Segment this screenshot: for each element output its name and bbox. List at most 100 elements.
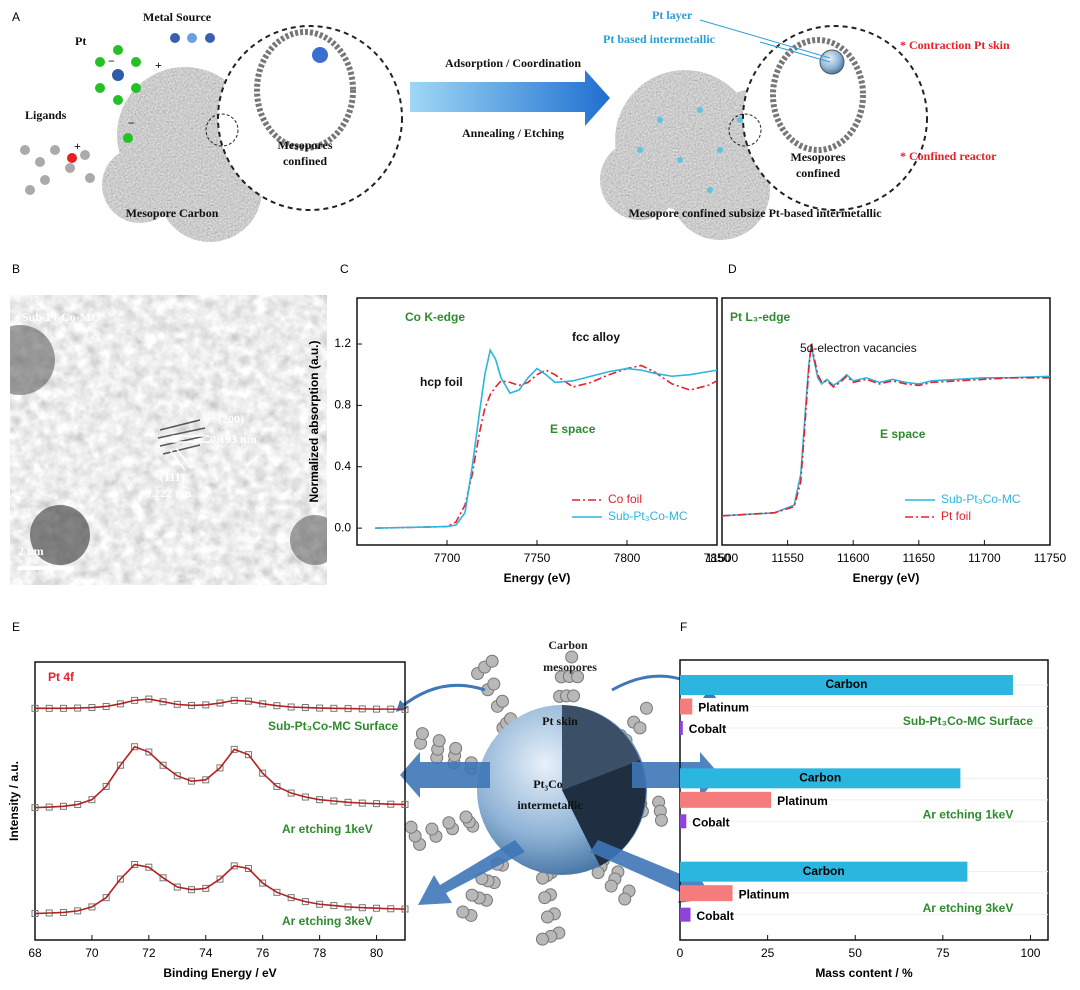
carbon-atom — [404, 820, 418, 834]
data-point — [287, 894, 295, 902]
label: Pt based intermetallic — [603, 32, 716, 46]
label: confined — [796, 166, 840, 180]
label: Pt₃Co — [533, 777, 563, 791]
x-tick-label: 11500 — [706, 551, 739, 565]
carbon-atom — [495, 694, 509, 708]
x-tick-label: 11700 — [968, 551, 1001, 565]
label: intermetallic — [517, 798, 583, 812]
carbon-atom — [639, 701, 653, 715]
carbon-atom — [459, 810, 473, 824]
label: * Contraction Pt skin — [900, 38, 1010, 52]
legend-label: Sub-Pt₃Co-MC — [941, 492, 1021, 506]
y-tick-label: 0.0 — [334, 520, 351, 534]
x-tick-label: 11600 — [837, 551, 870, 565]
carbon-atom — [567, 689, 581, 703]
y-tick-label: 0.4 — [334, 459, 351, 473]
bar-label: Carbon — [803, 864, 845, 878]
carbon-atom — [565, 650, 579, 664]
data-point — [259, 769, 267, 777]
carbon-atom — [571, 670, 585, 684]
group-label: Sub-Pt₃Co-MC Surface — [903, 714, 1034, 728]
charge: + — [155, 58, 162, 72]
series-line — [34, 745, 406, 809]
series-line — [374, 364, 718, 529]
carbon-atom — [449, 741, 463, 755]
bar-label: Cobalt — [689, 722, 726, 736]
data-point — [116, 761, 124, 769]
carbon-atom — [425, 822, 439, 836]
label: Mesopores — [277, 138, 332, 152]
x-tick-label: 78 — [313, 946, 327, 960]
annotation: E space — [880, 427, 926, 441]
bar — [680, 721, 683, 735]
label: Metal Source — [143, 10, 212, 24]
annotation: fcc alloy — [572, 330, 620, 344]
y-axis-label: Normalized absorption (a.u.) — [307, 340, 321, 502]
carbon-atom — [633, 721, 647, 735]
x-tick-label: 72 — [142, 946, 156, 960]
carbon-atom — [485, 654, 499, 668]
series-line — [34, 863, 406, 915]
bar-label: Carbon — [799, 771, 841, 785]
label: Mesopores — [790, 150, 845, 164]
data-point — [216, 764, 224, 772]
x-tick-label: 50 — [849, 946, 863, 960]
label: Pt skin — [542, 714, 578, 728]
x-tick-label: 68 — [28, 946, 42, 960]
carbon-atom — [604, 879, 618, 893]
label: * Confined reactor — [900, 149, 997, 163]
label: (200) — [218, 412, 244, 426]
y-tick-label: 1.2 — [334, 336, 351, 350]
carbon-atom — [456, 905, 470, 919]
carbon-atom — [432, 734, 446, 748]
label: Mesopore confined subsize Pt-based inter… — [628, 206, 882, 220]
annotation: 5d-electron vacancies — [800, 341, 917, 355]
data-point — [131, 743, 139, 751]
label: Ligands — [25, 108, 67, 122]
x-tick-label: 70 — [85, 946, 99, 960]
carbon-atom — [415, 727, 429, 741]
label: confined — [283, 154, 327, 168]
bar — [680, 698, 693, 715]
plot-frame — [356, 297, 718, 546]
data-point — [216, 875, 224, 883]
x-tick-label: 80 — [370, 946, 384, 960]
bar — [680, 907, 691, 922]
label: Adsorption / Coordination — [445, 56, 581, 70]
bar — [680, 675, 1013, 695]
bar — [680, 814, 687, 829]
group-label: Ar etching 1keV — [923, 808, 1014, 822]
charge: + — [74, 139, 81, 153]
carbon-atom — [540, 910, 554, 924]
carbon-atom — [535, 932, 549, 946]
annotation: hcp foil — [420, 375, 463, 389]
bar-label: Platinum — [739, 887, 790, 901]
bar-label: Cobalt — [692, 816, 729, 830]
series-line — [35, 698, 406, 711]
series-label: Ar etching 3keV — [282, 914, 373, 928]
x-tick-label: 11750 — [1034, 551, 1067, 565]
annotation: E space — [550, 422, 596, 436]
label: Sub-Pt₃Co-MC — [22, 310, 100, 324]
center-diagram — [396, 650, 720, 946]
legend-label: Sub-Pt₃Co-MC — [608, 509, 688, 523]
bar — [680, 768, 961, 789]
x-tick-label: 7800 — [614, 551, 641, 565]
data-point — [230, 745, 238, 753]
carbon-atom — [536, 871, 550, 885]
data-point — [259, 879, 267, 887]
x-tick-label: 7700 — [434, 551, 461, 565]
carbon-atom — [538, 891, 552, 905]
panel-label: B — [12, 262, 20, 276]
data-point — [173, 772, 181, 780]
panel-label: E — [12, 620, 20, 634]
label: 2 nm — [18, 544, 44, 558]
data-point — [287, 789, 295, 797]
charge: − — [108, 54, 115, 68]
x-tick-label: 75 — [936, 946, 950, 960]
annotation: Pt 4f — [48, 670, 75, 684]
label: 0.222 nm — [145, 486, 192, 500]
data-point — [159, 761, 167, 769]
data-point — [273, 888, 281, 896]
